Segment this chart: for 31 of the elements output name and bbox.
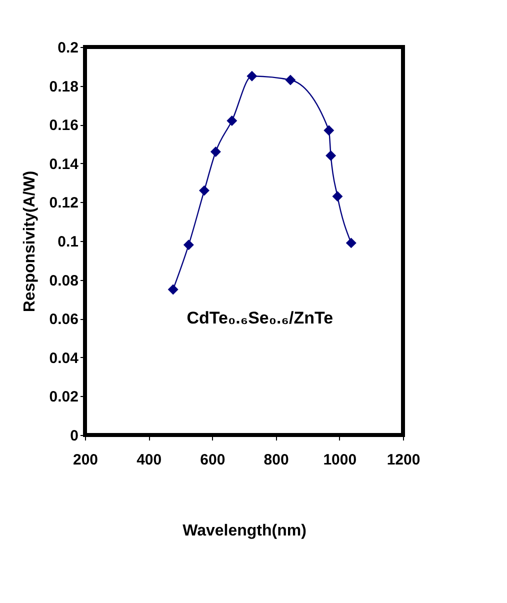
point xyxy=(332,191,343,202)
y-tick-label: 0.02 xyxy=(49,388,78,406)
x-tick-label: 800 xyxy=(264,452,289,468)
y-tick-label: 0.16 xyxy=(49,117,78,134)
point xyxy=(346,238,356,248)
point xyxy=(324,125,334,136)
point xyxy=(168,284,178,295)
y-tick-label: 0.14 xyxy=(49,156,80,173)
point xyxy=(285,74,296,86)
point xyxy=(226,115,238,126)
y-tick-label: 0.06 xyxy=(49,311,78,328)
x-axis-title: Wavelength(nm) xyxy=(182,522,306,540)
y-tick-label: 0 xyxy=(70,428,78,444)
x-tick-label: 1000 xyxy=(323,452,357,468)
x-tick-label: 1200 xyxy=(386,452,420,468)
y-tick-label: 0.1 xyxy=(58,234,78,250)
y-tick-label: 0.08 xyxy=(49,272,78,290)
y-tick-label: 0.12 xyxy=(49,194,78,212)
x-tick-label: 400 xyxy=(136,452,162,468)
x-tick-label: 600 xyxy=(200,452,226,468)
point xyxy=(183,240,194,250)
x-tick-label: 200 xyxy=(72,452,98,468)
y-tick-label: 0.2 xyxy=(58,40,78,56)
point xyxy=(326,150,336,161)
annotation: CdTe₀.₆Se₀.₆/ZnTe xyxy=(186,308,334,328)
point xyxy=(210,146,221,158)
y-axis-title: Responsivity(A/W) xyxy=(21,170,38,312)
point xyxy=(246,70,258,82)
point xyxy=(199,185,210,196)
y-tick-label: 0.04 xyxy=(49,350,80,367)
y-tick-label: 0.18 xyxy=(49,78,78,96)
